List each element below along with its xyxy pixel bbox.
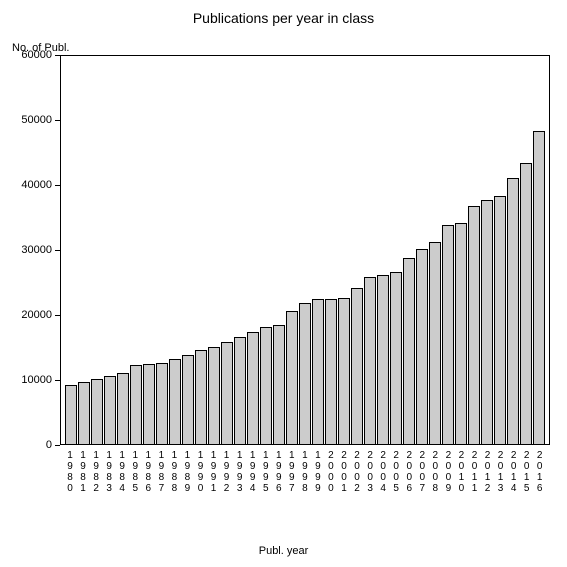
x-tick-label: 2011 — [468, 447, 480, 494]
bar — [416, 249, 428, 444]
bar — [338, 298, 350, 444]
bar — [234, 337, 246, 444]
bar — [429, 242, 441, 444]
bar — [481, 200, 493, 444]
x-tick-label: 1980 — [64, 447, 76, 494]
bar — [195, 350, 207, 444]
x-tick-label: 2002 — [351, 447, 363, 494]
chart-title: Publications per year in class — [0, 10, 567, 26]
bar — [143, 364, 155, 444]
y-tick-mark — [55, 445, 60, 446]
x-tick-label: 1991 — [208, 447, 220, 494]
x-tick-label: 1998 — [299, 447, 311, 494]
x-tick-label: 2010 — [455, 447, 467, 494]
bar — [312, 299, 324, 444]
bar — [533, 131, 545, 444]
bar — [260, 327, 272, 444]
x-tick-label: 1994 — [247, 447, 259, 494]
bar — [325, 299, 337, 445]
x-tick-label: 2007 — [416, 447, 428, 494]
bar — [156, 363, 168, 444]
x-tick-label: 1996 — [273, 447, 285, 494]
x-axis-label: Publ. year — [0, 545, 567, 557]
bar — [468, 206, 480, 444]
x-tick-label: 2006 — [403, 447, 415, 494]
bar — [78, 382, 90, 444]
bar — [130, 365, 142, 444]
x-tick-label: 2001 — [338, 447, 350, 494]
bar — [221, 342, 233, 444]
x-tick-label: 1982 — [90, 447, 102, 494]
bar — [455, 223, 467, 444]
x-tick-label: 2012 — [482, 447, 494, 494]
bar — [403, 258, 415, 444]
x-tick-label: 1986 — [142, 447, 154, 494]
y-tick-label: 50000 — [21, 114, 52, 126]
x-tick-label: 1990 — [194, 447, 206, 494]
bar — [507, 178, 519, 444]
plot-area — [60, 55, 550, 445]
x-tick-label: 1985 — [129, 447, 141, 494]
bar — [520, 163, 532, 444]
x-tick-label: 2005 — [390, 447, 402, 494]
x-tick-label: 2014 — [508, 447, 520, 494]
bar — [65, 385, 77, 444]
bar — [494, 196, 506, 444]
x-tick-label: 1999 — [312, 447, 324, 494]
x-tick-label: 1989 — [181, 447, 193, 494]
bar — [351, 288, 363, 444]
y-tick-label: 20000 — [21, 309, 52, 321]
x-tick-label: 2004 — [377, 447, 389, 494]
x-tick-label: 1993 — [234, 447, 246, 494]
bar — [299, 303, 311, 444]
bar — [377, 275, 389, 444]
bar — [390, 272, 402, 444]
bar — [247, 332, 259, 444]
x-tick-label: 2003 — [364, 447, 376, 494]
bar — [117, 373, 129, 444]
y-tick-label: 0 — [46, 439, 52, 451]
bar — [182, 355, 194, 444]
x-tick-label: 2016 — [534, 447, 546, 494]
y-tick-label: 60000 — [21, 49, 52, 61]
bars-group — [61, 56, 549, 444]
x-tick-label: 2008 — [429, 447, 441, 494]
x-tick-label: 1984 — [116, 447, 128, 494]
bar — [91, 379, 103, 444]
x-tick-label: 1995 — [260, 447, 272, 494]
bar — [169, 359, 181, 444]
bar — [286, 311, 298, 444]
bar — [364, 277, 376, 444]
y-tick-label: 40000 — [21, 179, 52, 191]
x-tick-label: 2000 — [325, 447, 337, 494]
y-ticks: 0100002000030000400005000060000 — [0, 55, 60, 445]
y-tick-label: 30000 — [21, 244, 52, 256]
x-tick-label: 1981 — [77, 447, 89, 494]
x-tick-label: 1983 — [103, 447, 115, 494]
bar — [273, 325, 285, 444]
x-ticks: 1980198119821983198419851986198719881989… — [60, 447, 550, 494]
chart-container: Publications per year in class No. of Pu… — [0, 0, 567, 567]
x-tick-label: 1988 — [168, 447, 180, 494]
x-tick-label: 1997 — [286, 447, 298, 494]
x-tick-label: 2013 — [495, 447, 507, 494]
bar — [208, 347, 220, 444]
x-tick-label: 1992 — [221, 447, 233, 494]
y-tick-label: 10000 — [21, 374, 52, 386]
x-tick-label: 1987 — [155, 447, 167, 494]
bar — [104, 376, 116, 444]
x-tick-label: 2009 — [442, 447, 454, 494]
x-tick-label: 2015 — [521, 447, 533, 494]
bar — [442, 225, 454, 444]
